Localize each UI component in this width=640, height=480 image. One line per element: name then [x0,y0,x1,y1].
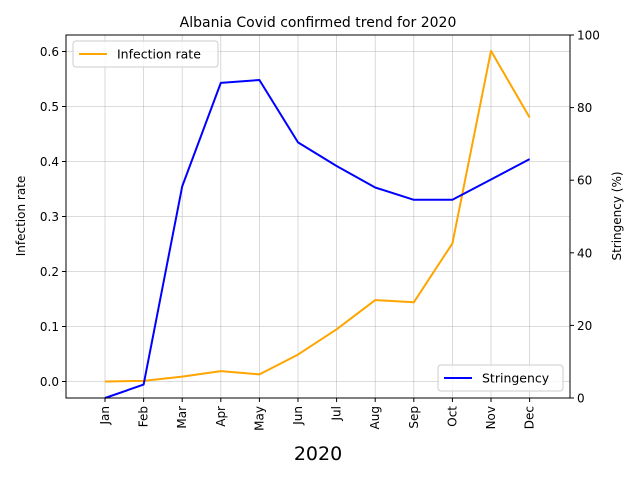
series-line-infection-rate [104,49,531,383]
x-axis: Jan Feb Mar Apr May Jun Jul Aug Sep Oct Nov Dec [98,398,537,431]
x-tick-label: Jul [330,406,344,421]
right-axis: 0 20 40 60 80 100 [570,29,600,406]
legend-infection: Infection rate [72,40,219,68]
right-axis-title: Stringency (%) [610,171,624,260]
x-tick-label: Dec [523,406,537,429]
series-line-stringency [104,79,531,399]
left-y-tick-label: 0.1 [40,320,59,334]
series-lines [104,49,531,399]
right-y-tick-label: 60 [577,174,592,188]
x-tick-label: Feb [137,406,151,427]
x-tick-label: Mar [175,406,189,429]
x-tick-label: May [252,406,266,431]
x-tick-label: Sep [407,406,421,429]
right-y-tick-label: 80 [577,101,592,115]
legend-stringency-label: Stringency [482,371,550,386]
plot-frame [65,34,571,399]
x-tick-label: Oct [445,406,459,427]
legend-infection-label: Infection rate [117,47,201,62]
x-tick-label: Jan [98,406,112,426]
chart-title: Albania Covid confirmed trend for 2020 [180,15,457,31]
x-tick-label: Jun [291,406,305,426]
x-tick-label: Aug [368,406,382,429]
left-y-tick-label: 0.0 [40,375,59,389]
left-y-tick-label: 0.4 [40,155,59,169]
legend-stringency-box [437,364,564,392]
right-y-tick-label: 20 [577,319,592,333]
x-tick-label: Nov [484,406,498,429]
left-y-tick-label: 0.6 [40,45,59,59]
left-axis-title: Infection rate [14,176,28,257]
left-axis: 0.0 0.1 0.2 0.3 0.4 0.5 0.6 [40,45,66,389]
left-y-tick-label: 0.3 [40,210,59,224]
left-y-tick-label: 0.2 [40,265,59,279]
x-axis-title: 2020 [294,443,342,465]
left-y-tick-label: 0.5 [40,100,59,114]
right-y-tick-label: 0 [577,392,585,406]
right-y-tick-label: 40 [577,246,592,260]
right-y-tick-label: 100 [577,29,600,43]
legend-infection-box [72,40,219,68]
legend-stringency: Stringency [437,364,564,392]
x-tick-label: Apr [214,406,228,427]
